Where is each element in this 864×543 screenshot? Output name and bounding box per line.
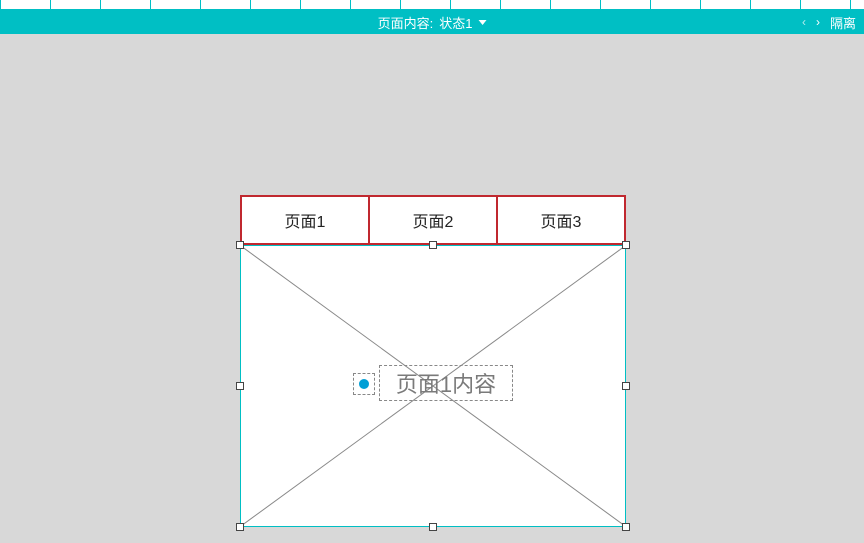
connector-point[interactable] xyxy=(353,373,375,395)
chevron-right-icon[interactable]: › xyxy=(816,15,820,29)
chevron-left-icon[interactable]: ‹ xyxy=(802,15,806,29)
canvas-panel[interactable]: 页面1内容 xyxy=(240,245,626,527)
tab-label: 页面2 xyxy=(413,208,454,232)
toolbar-state: 状态1 xyxy=(439,13,472,32)
tab-page-1[interactable]: 页面1 xyxy=(240,195,370,245)
state-toolbar: 页面内容: 状态1 ‹ › 隔离 xyxy=(0,10,864,34)
resize-handle-nw[interactable] xyxy=(236,241,244,249)
chevron-down-icon xyxy=(478,20,486,25)
resize-handle-e[interactable] xyxy=(622,382,630,390)
toolbar-label: 页面内容: xyxy=(378,13,434,32)
text-element[interactable]: 页面1内容 xyxy=(353,365,513,403)
tab-page-3[interactable]: 页面3 xyxy=(496,195,626,245)
text-label-box[interactable]: 页面1内容 xyxy=(379,365,513,401)
tab-label: 页面1 xyxy=(285,208,326,232)
isolate-button[interactable]: 隔离 xyxy=(830,13,856,32)
resize-handle-se[interactable] xyxy=(622,523,630,531)
resize-handle-ne[interactable] xyxy=(622,241,630,249)
resize-handle-sw[interactable] xyxy=(236,523,244,531)
ruler-top xyxy=(0,0,864,10)
resize-handle-w[interactable] xyxy=(236,382,244,390)
tab-bar: 页面1 页面2 页面3 xyxy=(240,195,626,245)
state-selector[interactable]: 页面内容: 状态1 xyxy=(378,13,487,32)
dot-icon xyxy=(359,379,369,389)
tab-page-2[interactable]: 页面2 xyxy=(368,195,498,245)
resize-handle-n[interactable] xyxy=(429,241,437,249)
resize-handle-s[interactable] xyxy=(429,523,437,531)
text-content: 页面1内容 xyxy=(396,367,496,399)
toolbar-right: ‹ › 隔离 xyxy=(802,13,856,32)
tab-label: 页面3 xyxy=(541,208,582,232)
